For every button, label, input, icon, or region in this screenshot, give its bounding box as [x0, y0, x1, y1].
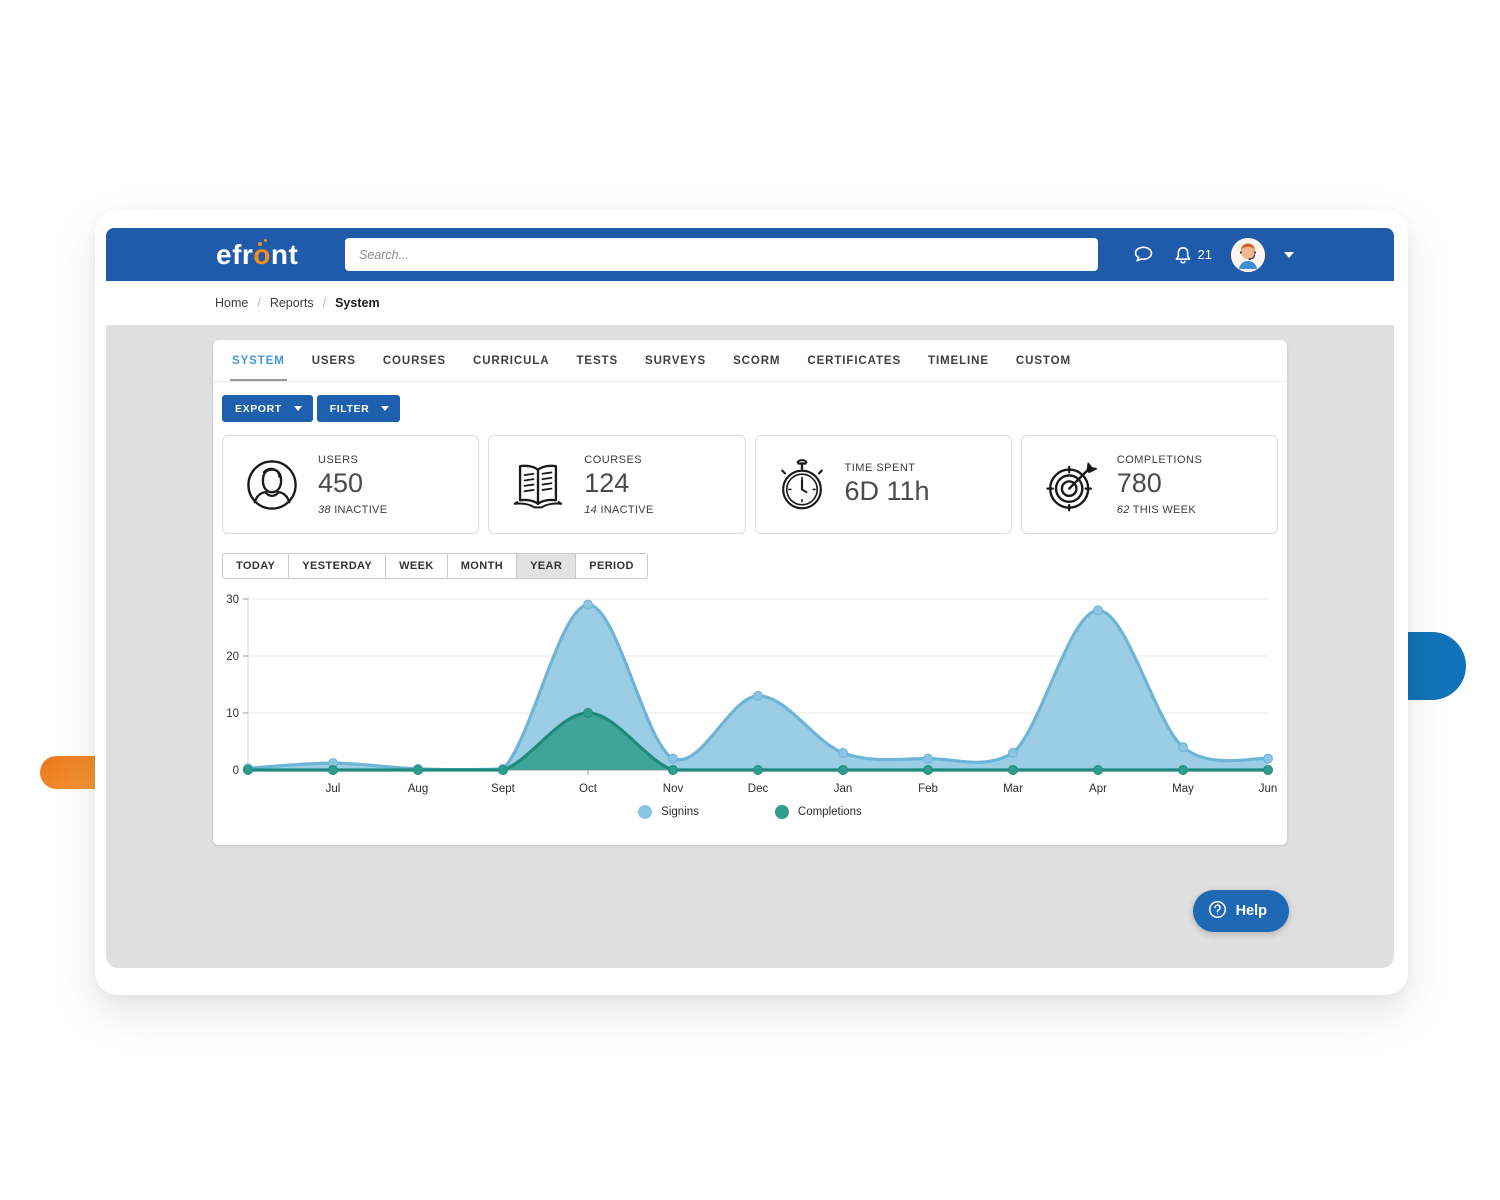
date-range-buttons: TODAY YESTERDAY WEEK MONTH YEAR PERIOD — [222, 553, 1287, 579]
filter-button[interactable]: FILTER — [316, 395, 401, 422]
range-button-month[interactable]: MONTH — [447, 553, 518, 579]
tab-surveys[interactable]: SURVEYS — [645, 354, 707, 367]
svg-text:Apr: Apr — [1089, 783, 1107, 795]
topbar-actions: 21 — [1132, 228, 1294, 281]
chevron-down-icon — [293, 406, 302, 411]
tab-custom[interactable]: CUSTOM — [1015, 354, 1071, 367]
svg-text:10: 10 — [226, 708, 239, 720]
svg-text:Nov: Nov — [663, 783, 684, 795]
legend-swatch — [638, 805, 653, 819]
stat-cards: USERS 450 38 INACTIVE COURSES 124 14 INACTIVE… — [222, 435, 1278, 534]
bell-icon — [1174, 245, 1192, 265]
question-mark-icon — [1208, 900, 1227, 923]
range-button-today[interactable]: TODAY — [222, 553, 290, 579]
user-avatar[interactable] — [1231, 237, 1265, 272]
book-icon — [509, 459, 567, 511]
stat-text: TIME SPENT 6D 11h — [845, 462, 930, 507]
stat-card-users: USERS 450 38 INACTIVE — [222, 435, 480, 534]
stat-card-completions: COMPLETIONS 780 62 THIS WEEK — [1020, 435, 1278, 534]
legend-label: Signins — [661, 806, 699, 818]
tab-tests[interactable]: TESTS — [576, 354, 619, 367]
svg-text:May: May — [1172, 783, 1194, 795]
breadcrumb-item[interactable]: Reports — [269, 296, 314, 310]
content-area: SYSTEM USERS COURSES CURRICULA TESTS SURVEYS S… — [106, 325, 1394, 968]
stat-value: 780 — [1116, 467, 1162, 498]
stat-subtext: 62 THIS WEEK — [1116, 503, 1196, 516]
stat-text: COURSES 124 14 INACTIVE — [584, 454, 653, 516]
stopwatch-icon — [776, 456, 828, 514]
report-chart: 0 10 20 30 Jul Aug Sept Oct Nov Dec Jan Feb Mar Apr Ma… — [213, 592, 1287, 819]
svg-text:0: 0 — [233, 765, 239, 777]
svg-text:Mar: Mar — [1003, 783, 1023, 795]
tab-courses[interactable]: COURSES — [382, 354, 446, 367]
report-tabs: SYSTEM USERS COURSES CURRICULA TESTS SURVEYS S… — [213, 340, 1287, 382]
stat-subtext: 14 INACTIVE — [584, 503, 654, 516]
stat-value: 450 — [318, 467, 364, 498]
tab-certificates[interactable]: CERTIFICATES — [807, 354, 902, 367]
chart-legend: Signins Completions — [213, 805, 1287, 819]
breadcrumb-separator: / — [322, 296, 327, 310]
legend-item-signins[interactable]: Signins — [638, 805, 699, 819]
svg-text:Feb: Feb — [918, 783, 938, 795]
report-toolbar: EXPORT FILTER — [213, 382, 1287, 422]
breadcrumb-item: System — [335, 296, 380, 310]
range-button-week[interactable]: WEEK — [386, 553, 448, 579]
svg-text:30: 30 — [226, 594, 239, 606]
svg-text:20: 20 — [226, 651, 239, 663]
notifications[interactable]: 21 — [1174, 245, 1212, 265]
app-window: efront 21 — [95, 210, 1408, 995]
breadcrumb: Home / Reports / System — [215, 296, 380, 310]
tab-system[interactable]: SYSTEM — [230, 354, 287, 381]
breadcrumb-item[interactable]: Home — [215, 296, 249, 310]
tab-curricula[interactable]: CURRICULA — [472, 354, 550, 367]
user-icon — [243, 456, 301, 514]
legend-swatch — [774, 805, 789, 819]
stat-label: USERS — [318, 453, 359, 466]
chat-icon[interactable] — [1132, 243, 1155, 266]
svg-text:Aug: Aug — [408, 783, 428, 795]
target-icon — [1042, 456, 1100, 514]
stat-subtext: 38 INACTIVE — [318, 503, 388, 516]
range-button-yesterday[interactable]: YESTERDAY — [289, 553, 387, 579]
stat-label: TIME SPENT — [844, 462, 916, 474]
svg-text:Oct: Oct — [579, 783, 598, 795]
legend-label: Completions — [797, 806, 862, 818]
svg-text:Jun: Jun — [1259, 783, 1278, 795]
svg-text:Jan: Jan — [834, 783, 853, 795]
tab-users[interactable]: USERS — [311, 354, 356, 367]
decor-blue-circle — [1408, 632, 1466, 700]
profile-menu-caret-icon[interactable] — [1284, 251, 1294, 258]
breadcrumb-separator: / — [257, 296, 261, 310]
stat-card-courses: COURSES 124 14 INACTIVE — [488, 435, 746, 534]
logo-o-spark: o — [253, 238, 271, 270]
search-input[interactable] — [345, 238, 1098, 271]
export-button[interactable]: EXPORT — [222, 395, 313, 422]
stat-label: COURSES — [584, 453, 643, 466]
help-button[interactable]: Help — [1192, 890, 1289, 932]
tab-scorm[interactable]: SCORM — [733, 354, 781, 367]
tab-timeline[interactable]: TIMELINE — [928, 354, 989, 367]
stat-text: COMPLETIONS 780 62 THIS WEEK — [1117, 454, 1203, 516]
notification-count: 21 — [1197, 247, 1212, 262]
range-button-year[interactable]: YEAR — [517, 553, 577, 579]
top-navigation-bar: efront 21 — [106, 228, 1394, 281]
report-card: SYSTEM USERS COURSES CURRICULA TESTS SURVEYS S… — [213, 340, 1287, 845]
stat-text: USERS 450 38 INACTIVE — [318, 454, 387, 516]
report-chart-svg: 0 10 20 30 Jul Aug Sept Oct Nov Dec Jan Feb Mar Apr Ma… — [226, 594, 1278, 795]
stat-value: 6D 11h — [844, 476, 930, 506]
svg-text:Dec: Dec — [748, 783, 769, 795]
efront-logo[interactable]: efront — [216, 238, 299, 270]
stat-card-time-spent: TIME SPENT 6D 11h — [754, 435, 1012, 534]
svg-text:Sept: Sept — [491, 783, 515, 795]
chevron-down-icon — [381, 406, 390, 411]
stat-label: COMPLETIONS — [1116, 453, 1203, 466]
stat-value: 124 — [584, 467, 630, 498]
range-button-period[interactable]: PERIOD — [576, 553, 648, 579]
legend-item-completions[interactable]: Completions — [774, 805, 862, 819]
svg-text:Jul: Jul — [326, 783, 341, 795]
